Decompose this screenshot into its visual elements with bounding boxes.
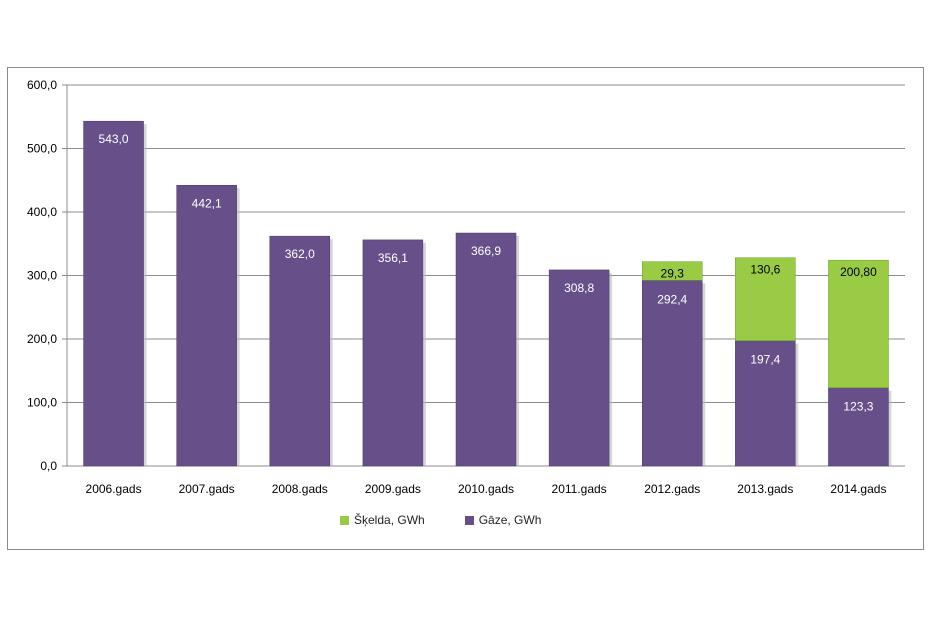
bar-gaze (362, 239, 424, 467)
bar-gaze (548, 269, 610, 467)
data-label-gaze: 123,3 (843, 400, 873, 414)
y-tick-label: 300,0 (27, 269, 57, 283)
y-tick-label: 600,0 (27, 78, 57, 92)
bar-gaze (83, 120, 144, 467)
legend-swatch-skelda (340, 515, 349, 525)
x-tick-label: 2012.gads (644, 482, 700, 496)
data-label-gaze: 197,4 (750, 353, 780, 367)
data-label-gaze: 362,0 (285, 247, 315, 261)
x-tick-label: 2013.gads (737, 482, 793, 496)
y-tick-label: 400,0 (27, 205, 57, 219)
bar-gaze (455, 232, 517, 467)
x-tick-label: 2009.gads (365, 482, 421, 496)
bar-gaze (735, 340, 796, 467)
legend: Šķelda, GWh Gāze, GWh (340, 513, 541, 527)
y-tick-label: 100,0 (27, 396, 57, 410)
y-tick-label: 500,0 (27, 142, 57, 156)
x-tick-label: 2008.gads (272, 482, 328, 496)
data-label-gaze: 308,8 (564, 281, 594, 295)
data-label-skelda: 29,3 (661, 267, 685, 281)
x-tick-label: 2010.gads (458, 482, 514, 496)
data-label-gaze: 543,0 (99, 132, 129, 146)
legend-swatch-gaze (464, 515, 474, 525)
legend-label-gaze: Gāze, GWh (478, 513, 542, 527)
bar-gaze (176, 185, 237, 467)
legend-item-gaze: Gāze, GWh (464, 513, 542, 527)
legend-label-skelda: Šķelda, GWh (354, 513, 425, 527)
legend-item-skelda: Šķelda, GWh (340, 513, 425, 527)
data-label-gaze: 292,4 (657, 292, 687, 306)
x-tick-label: 2011.gads (552, 482, 607, 496)
data-label-gaze: 442,1 (192, 196, 222, 210)
y-tick-label: 0,0 (40, 459, 57, 473)
bar-skelda (641, 261, 703, 281)
bar-gaze (641, 280, 703, 467)
data-label-skelda: 200,80 (840, 265, 877, 279)
bar-skelda (735, 257, 796, 341)
x-tick-label: 2007.gads (179, 482, 235, 496)
bar-gaze (269, 235, 331, 467)
data-label-gaze: 366,9 (471, 244, 501, 258)
bar-skelda (828, 259, 889, 388)
data-label-gaze: 356,1 (378, 251, 408, 265)
x-tick-label: 2006.gads (86, 482, 142, 496)
y-tick-label: 200,0 (27, 332, 57, 346)
x-tick-label: 2014.gads (830, 482, 886, 496)
data-label-skelda: 130,6 (750, 263, 780, 277)
